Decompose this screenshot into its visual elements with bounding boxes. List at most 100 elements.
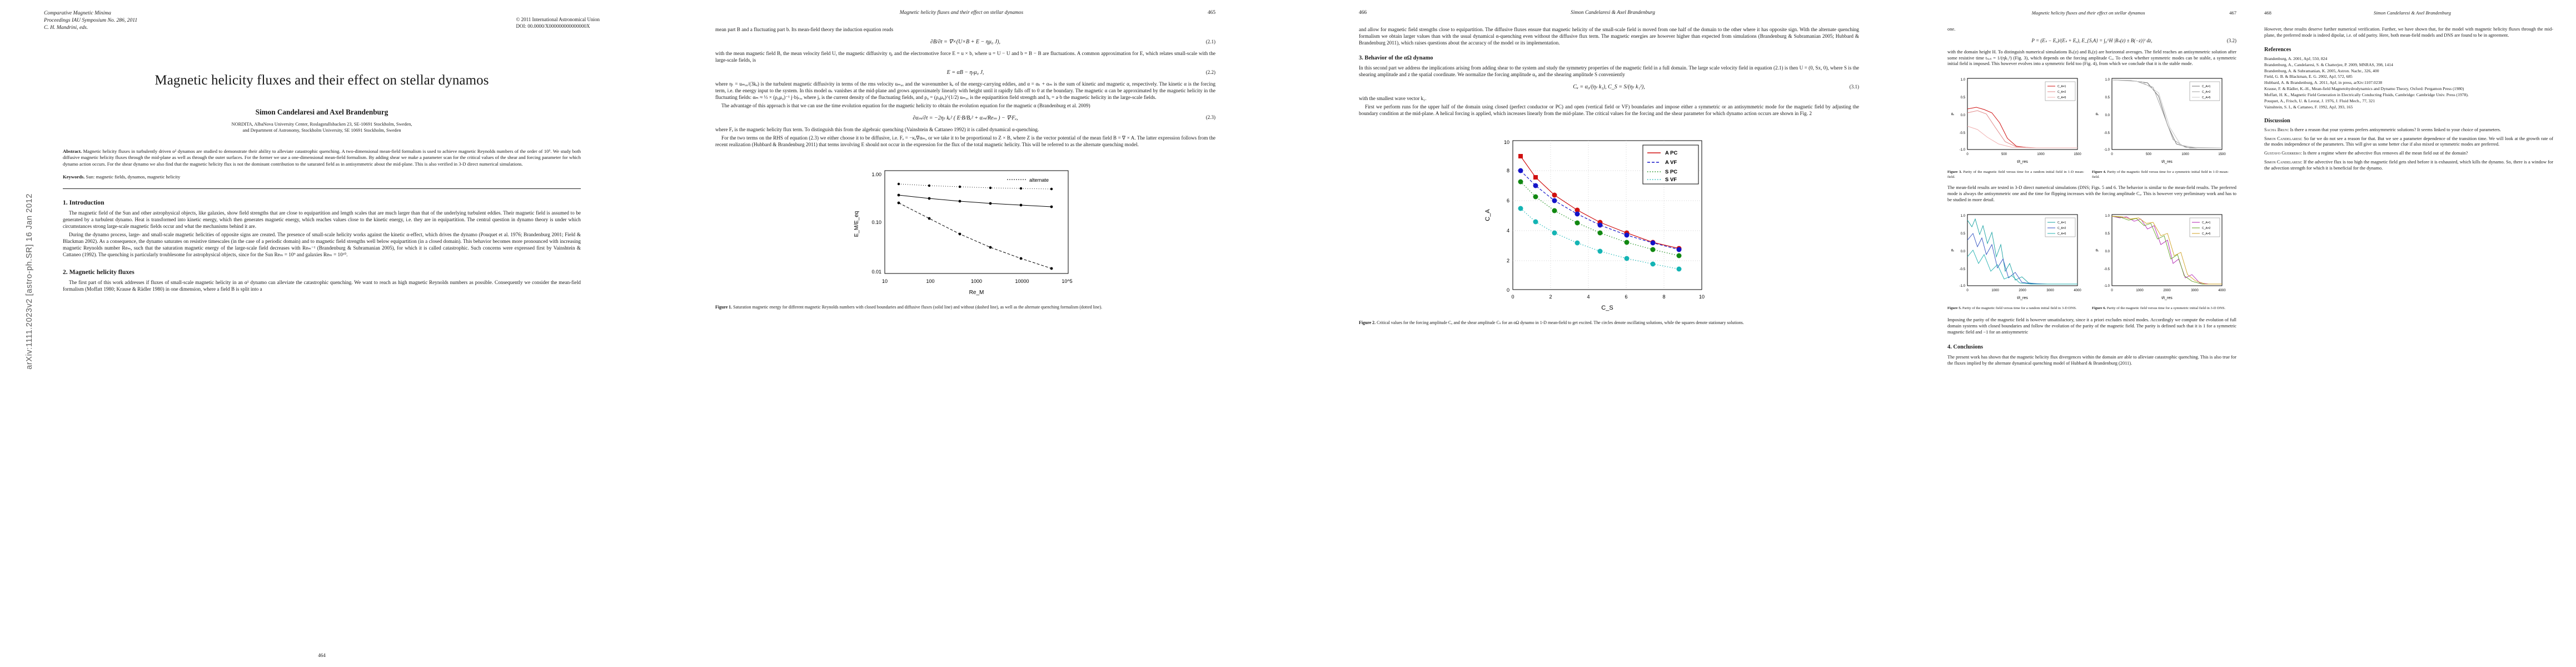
paragraph: However, these results deserve further n… — [2264, 27, 2553, 38]
journal-line-1: Comparative Magnetic Minima — [44, 10, 111, 16]
abstract: Abstract. Magnetic helicity fluxes in tu… — [63, 148, 581, 168]
svg-text:2: 2 — [1507, 258, 1509, 263]
svg-text:-1.0: -1.0 — [2104, 148, 2110, 152]
figure-1-label: Figure 1. — [715, 304, 733, 310]
journal-line-2: Proceedings IAU Symposium No. 286, 2011 — [44, 17, 138, 23]
svg-text:alternate: alternate — [1029, 177, 1049, 183]
discussion-item: Simon Candelaresi: So far we do not see … — [2264, 136, 2553, 148]
svg-text:1.00: 1.00 — [871, 172, 881, 177]
equation-number: (3.2) — [2226, 37, 2236, 43]
svg-text:1000: 1000 — [2181, 153, 2189, 156]
reference-item: Moffatt, H. K., Magnetic Field Generatio… — [2264, 92, 2469, 97]
figure-2: 0 2 4 6 8 10 0 2 4 6 8 10 C_S — [1359, 134, 1859, 326]
section-helicity-body: The first part of this work addresses if… — [63, 280, 581, 293]
svg-text:-0.5: -0.5 — [2104, 268, 2110, 271]
page-4: Magnetic helicity fluxes and their effec… — [1947, 10, 2236, 667]
figure-6: 1.0 0.5 0.0 -0.5 -1.0 0 1000 2000 3000 4… — [2092, 210, 2229, 311]
svg-text:A PC: A PC — [1665, 150, 1677, 156]
paragraph: In this second part we address the impli… — [1359, 65, 1859, 78]
svg-text:C_A=2: C_A=2 — [2057, 227, 2066, 230]
figure-2-label: Figure 2. — [1359, 320, 1376, 326]
equation-3-2: P = (Eₛ − Eₐ)/(Eₛ + Eₐ), E_{S,A} = ∫₀^H … — [1947, 38, 2236, 44]
svg-text:-0.5: -0.5 — [2104, 132, 2110, 135]
svg-text:P: P — [2096, 248, 2100, 251]
svg-text:2: 2 — [1549, 294, 1552, 300]
divider — [63, 188, 581, 190]
discussion-speaker: Simon Candelaresi: — [2264, 160, 2303, 165]
svg-text:0.0: 0.0 — [2105, 114, 2110, 117]
section-heading-references: References — [2264, 46, 2291, 53]
discussion-speaker: Sacha Brun: — [2264, 127, 2289, 132]
figure-4-caption-text: Parity of the magnetic field versus time… — [2092, 170, 2229, 179]
svg-text:C_A=5: C_A=5 — [2202, 96, 2211, 99]
svg-text:C_A=1: C_A=1 — [2057, 221, 2066, 225]
section-heading-alpha-omega: 3. Behavior of the αΩ dynamo — [1359, 54, 1433, 61]
svg-text:S VF: S VF — [1665, 177, 1677, 183]
svg-text:C_S: C_S — [1601, 305, 1613, 311]
reference-item: Vainshtein, S. I., & Cattaneo, F. 1992, … — [2264, 104, 2353, 109]
svg-text:C_A=1: C_A=1 — [2202, 221, 2211, 225]
paragraph: First we perform runs for the upper half… — [1359, 104, 1859, 117]
svg-text:1500: 1500 — [2074, 153, 2081, 156]
figure-1: 1.00 0.10 0.01 10 100 1000 10000 10^5 Re… — [715, 163, 1215, 310]
svg-text:C_A=5: C_A=5 — [2057, 232, 2066, 236]
discussion-item: Simon Candelaresi: If the advective flux… — [2264, 160, 2553, 172]
equation-body: Cₐ = α₀/(ηₜ k₁), C_S = S/(ηₜ k₁²), — [1573, 84, 1645, 91]
paragraph: with the smallest wave vector k₁. — [1359, 96, 1427, 102]
abstract-text: Magnetic helicity fluxes in turbulently … — [63, 148, 581, 167]
running-head-3: 466 Simon Candelaresi & Axel Brandenburg — [1359, 10, 1859, 16]
figure-6-label: Figure 6. — [2092, 306, 2106, 311]
figure-3-caption: Figure 3. Parity of the magnetic field v… — [1947, 170, 2084, 180]
page-4-and-5: Magnetic helicity fluxes and their effec… — [1931, 0, 2575, 667]
page4-body: one. P = (Eₛ − Eₐ)/(Eₛ + Eₐ), E_{S,A} = … — [1947, 27, 2236, 67]
page-number: 465 — [1207, 10, 1215, 16]
running-head-5: 468 Simon Candelaresi & Axel Brandenburg — [2264, 10, 2553, 16]
svg-text:-1.0: -1.0 — [2104, 285, 2110, 288]
svg-text:0: 0 — [1966, 289, 1969, 292]
svg-text:t/t_res: t/t_res — [2161, 160, 2173, 164]
equation-number: (2.1) — [1205, 38, 1215, 44]
svg-text:C_A=2: C_A=2 — [2057, 91, 2066, 94]
svg-text:-1.0: -1.0 — [1960, 148, 1966, 152]
page-title: Magnetic helicity fluxes and their effec… — [155, 73, 489, 88]
paragraph: one. — [1947, 27, 1956, 32]
svg-text:500: 500 — [2001, 153, 2007, 156]
page-number: 464 — [318, 653, 326, 658]
page5-intro: However, these results deserve further n… — [2264, 27, 2553, 39]
page-number: 468 — [2264, 10, 2271, 16]
svg-text:10000: 10000 — [1015, 278, 1029, 284]
journal-header: Comparative Magnetic Minima Proceedings … — [44, 10, 600, 43]
keywords-text: Sun: magnetic fields, dynamos, magnetic … — [86, 174, 181, 180]
svg-text:-0.5: -0.5 — [1960, 268, 1966, 271]
page-1: arXiv:1111.2023v2 [astro-ph.SR] 16 Jan 2… — [0, 0, 644, 667]
journal-info: Comparative Magnetic Minima Proceedings … — [44, 10, 600, 31]
svg-text:10^5: 10^5 — [1062, 278, 1072, 284]
figure-3-caption-text: Parity of the magnetic field versus time… — [1947, 170, 2085, 179]
svg-text:C_A=2: C_A=2 — [2202, 227, 2211, 230]
svg-text:100: 100 — [926, 278, 934, 284]
svg-text:4000: 4000 — [2074, 289, 2081, 292]
figure-1-caption: Figure 1. Saturation magnetic energy for… — [715, 305, 1215, 310]
affiliation-line-2: and Department of Astronomy, Stockholm U… — [242, 128, 401, 133]
svg-text:1000: 1000 — [2037, 153, 2045, 156]
figure-3-plot: 1.0 0.5 0.0 -0.5 -1.0 0 500 1000 1500 t/… — [1951, 78, 2081, 164]
section-heading-conclusions: 4. Conclusions — [1947, 344, 1984, 351]
reference-item: Brandenburg, A. 2001, ApJ, 550, 824 — [2264, 56, 2328, 61]
svg-text:4: 4 — [1587, 294, 1590, 300]
section-introduction-body: The magnetic field of the Sun and other … — [63, 210, 581, 258]
paragraph: and allow for magnetic field strengths c… — [1359, 27, 1859, 46]
running-head-title: Simon Candelaresi & Axel Brandenburg — [1571, 10, 1655, 16]
equation-number: (2.3) — [1205, 115, 1215, 121]
figure-5-caption-text: Parity of the magnetic field versus time… — [1962, 306, 2077, 311]
abstract-label: Abstract. — [63, 148, 82, 154]
figure-2-caption-text: Critical values for the forcing amplitud… — [1377, 320, 1744, 326]
discussion-item: Sacha Brun: Is there a reason that your … — [2264, 127, 2553, 133]
svg-text:1.0: 1.0 — [2105, 78, 2110, 82]
svg-text:0.5: 0.5 — [2105, 232, 2110, 236]
keywords-label: Keywords. — [63, 174, 85, 180]
svg-text:1.0: 1.0 — [1961, 215, 1966, 218]
paragraph: mean part B and a fluctuating part b. It… — [715, 27, 894, 32]
svg-text:0.0: 0.0 — [1961, 114, 1966, 117]
svg-text:0: 0 — [1966, 153, 1969, 156]
equation-number: (3.1) — [1849, 83, 1859, 89]
